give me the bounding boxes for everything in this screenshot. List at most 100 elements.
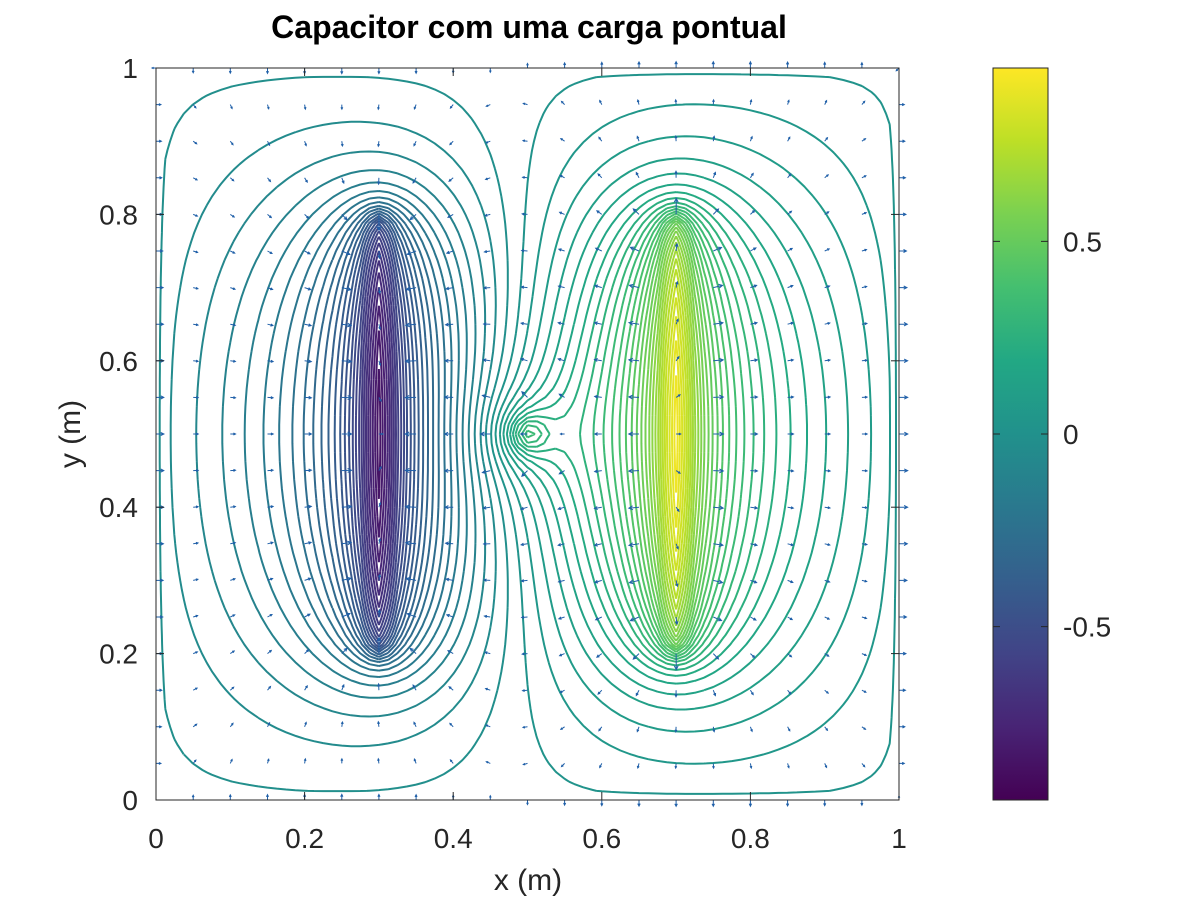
contour-line bbox=[158, 75, 509, 793]
field-arrow bbox=[520, 542, 528, 547]
field-arrow bbox=[824, 616, 831, 620]
field-arrow bbox=[521, 391, 528, 398]
field-arrow bbox=[593, 542, 602, 547]
contour-line bbox=[494, 103, 891, 765]
field-arrow bbox=[267, 250, 273, 255]
x-tick-label: 1 bbox=[891, 823, 907, 854]
field-arrow bbox=[303, 104, 307, 111]
field-arrow bbox=[413, 758, 417, 764]
field-arrow bbox=[414, 793, 418, 800]
field-arrow bbox=[376, 214, 382, 232]
field-arrow bbox=[526, 62, 529, 68]
field-arrow bbox=[229, 758, 233, 764]
contour-line bbox=[490, 73, 897, 795]
field-arrow bbox=[861, 359, 869, 362]
field-arrow bbox=[824, 726, 829, 732]
colorbar-ticks: -0.5 0 0.5 bbox=[993, 226, 1111, 643]
field-arrow bbox=[675, 543, 679, 550]
field-arrow bbox=[267, 323, 274, 327]
field-arrow bbox=[627, 431, 639, 437]
field-arrow bbox=[377, 720, 381, 727]
field-arrow bbox=[376, 636, 382, 654]
field-arrow bbox=[787, 136, 791, 142]
field-arrow bbox=[594, 247, 603, 252]
field-arrow bbox=[748, 60, 753, 68]
field-arrow bbox=[267, 214, 273, 219]
field-arrow bbox=[627, 505, 640, 511]
field-arrow bbox=[861, 322, 869, 326]
field-arrow bbox=[712, 208, 720, 215]
field-arrow bbox=[341, 250, 351, 256]
field-arrow bbox=[899, 688, 907, 692]
field-arrow bbox=[787, 469, 795, 473]
field-arrow bbox=[230, 505, 237, 509]
field-arrow bbox=[675, 394, 681, 398]
contour-line bbox=[663, 282, 688, 586]
field-arrow bbox=[521, 212, 528, 216]
field-arrow bbox=[485, 104, 491, 107]
field-arrow bbox=[341, 395, 353, 401]
field-arrow bbox=[156, 578, 165, 583]
field-arrow bbox=[712, 171, 717, 178]
field-arrow bbox=[713, 246, 723, 252]
field-arrow bbox=[787, 321, 795, 325]
field-arrow bbox=[228, 68, 232, 75]
contour-line bbox=[169, 120, 497, 748]
contour-line bbox=[339, 217, 416, 651]
field-arrow bbox=[787, 543, 795, 547]
field-arrow bbox=[341, 214, 348, 221]
field-arrow bbox=[824, 543, 831, 546]
field-arrow bbox=[489, 794, 492, 800]
contour-line bbox=[221, 169, 477, 699]
contour-line bbox=[624, 215, 724, 653]
field-arrow bbox=[749, 98, 753, 105]
field-arrow bbox=[267, 359, 275, 363]
contour-line bbox=[630, 217, 719, 651]
field-arrow bbox=[787, 653, 793, 658]
field-arrow bbox=[489, 68, 492, 74]
field-arrow bbox=[750, 209, 756, 215]
field-arrow bbox=[824, 506, 832, 510]
field-arrow bbox=[824, 579, 831, 583]
field-arrow bbox=[557, 248, 565, 252]
field-arrow bbox=[341, 612, 351, 618]
field-arrow bbox=[787, 506, 795, 510]
field-arrow bbox=[712, 690, 717, 697]
field-arrow bbox=[377, 287, 382, 295]
contour-line bbox=[635, 220, 714, 648]
field-arrow bbox=[230, 396, 237, 400]
field-arrow bbox=[899, 103, 906, 107]
field-arrow bbox=[449, 758, 454, 764]
contour-line bbox=[369, 286, 389, 582]
field-arrow bbox=[713, 505, 725, 511]
field-arrow bbox=[750, 505, 759, 510]
field-arrow bbox=[483, 614, 491, 619]
field-arrow bbox=[412, 177, 417, 184]
field-arrow bbox=[521, 139, 528, 143]
field-arrow bbox=[483, 213, 491, 217]
field-arrow bbox=[193, 505, 200, 509]
field-arrow bbox=[522, 102, 528, 106]
field-arrow bbox=[520, 285, 528, 289]
field-arrow bbox=[675, 470, 681, 474]
field-arrow bbox=[484, 724, 491, 728]
contour-line bbox=[524, 207, 746, 661]
field-arrow bbox=[377, 68, 381, 75]
field-arrow bbox=[443, 468, 454, 473]
field-arrow bbox=[192, 140, 198, 145]
field-arrow bbox=[713, 357, 725, 363]
field-arrow bbox=[267, 577, 274, 581]
contour-line bbox=[354, 230, 403, 638]
field-arrow bbox=[193, 468, 200, 472]
field-arrow bbox=[409, 214, 417, 221]
field-arrow bbox=[341, 647, 348, 654]
field-arrow bbox=[861, 175, 867, 179]
field-arrow bbox=[750, 395, 759, 399]
contour-line bbox=[291, 201, 446, 667]
field-arrow bbox=[860, 800, 864, 807]
field-arrow bbox=[156, 176, 163, 180]
field-arrow bbox=[377, 573, 382, 581]
field-arrow bbox=[596, 210, 603, 215]
field-arrow bbox=[448, 686, 454, 691]
field-arrow bbox=[304, 141, 307, 147]
